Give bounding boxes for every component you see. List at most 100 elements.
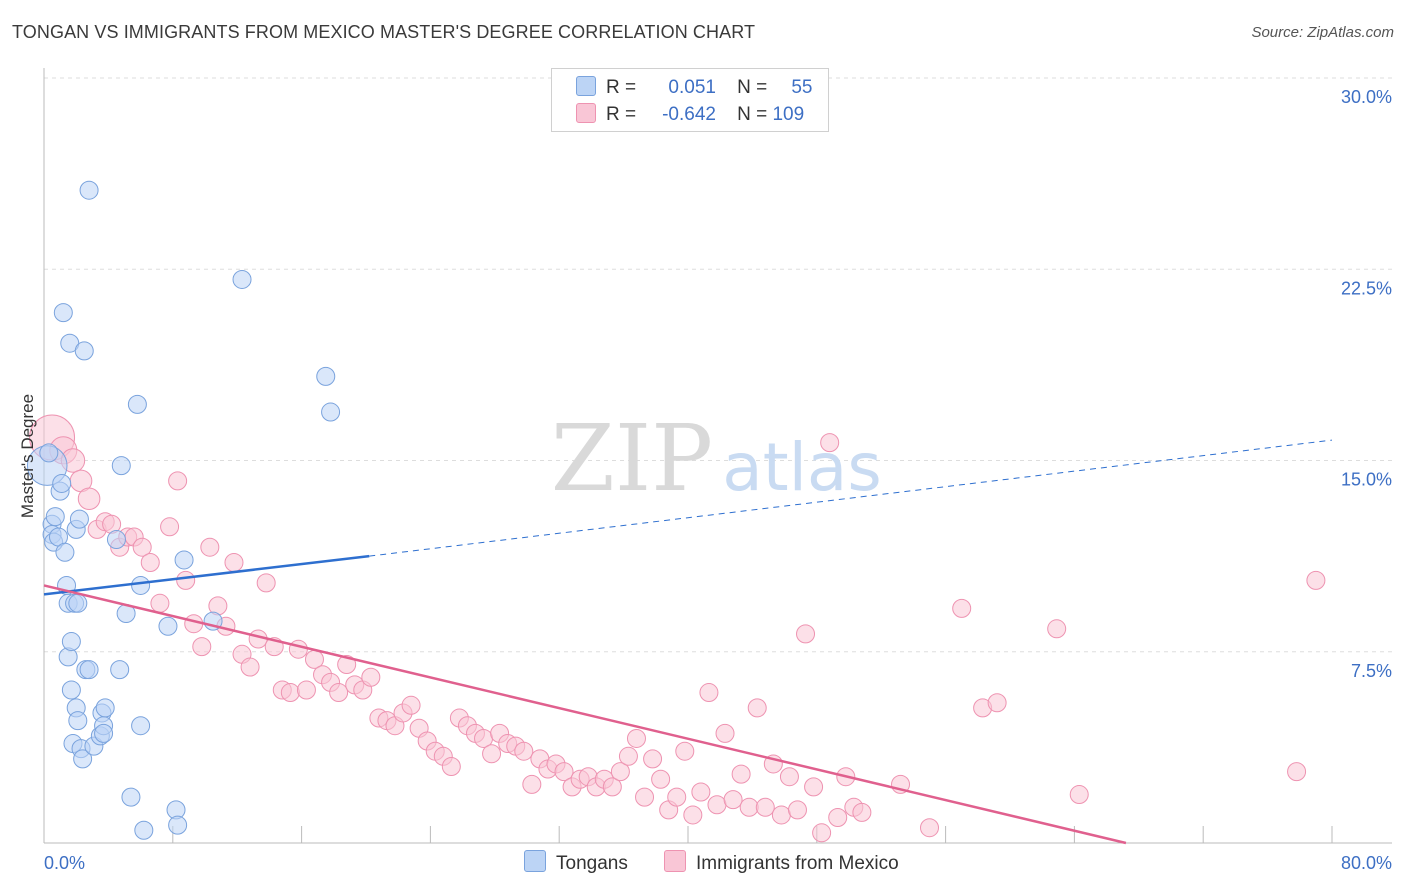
mexico-point [77,487,101,511]
mexico-point [296,680,316,700]
tongan-point [79,180,99,200]
legend-n-label: N = [737,77,768,98]
correlation-legend: R = 0.051 N = 55 R = -0.642 N = 109 [551,68,829,132]
mexico-point [482,744,502,764]
mexico-point [401,695,421,715]
mexico-point [140,553,160,572]
mexico-point [771,805,791,825]
tongan-point [131,575,151,595]
mexico-point [1047,619,1067,639]
mexico-point [635,787,655,807]
bottom-legend-swatch-blue [524,850,546,872]
watermark-zip: ZIP [551,405,713,512]
legend-r-label: R = [606,77,637,98]
bottom-legend-mexico: Immigrants from Mexico [664,850,899,875]
legend-swatch-blue [576,76,596,96]
mexico-point [779,767,799,787]
mexico-point [329,683,349,703]
mexico-point [952,598,972,618]
tick-labels: 0.0% 80.0% 7.5% 15.0% 22.5% 30.0% [44,87,1392,873]
legend-n-label: N = [737,104,768,125]
mexico-point [224,553,244,572]
axes [43,68,1392,844]
y-tick-label: 22.5% [1341,278,1392,298]
mexico-point [691,782,711,802]
mexico-point [160,517,180,537]
mexico-point [554,762,574,782]
tongan-point [106,530,126,550]
tongan-point [131,716,151,736]
bottom-legend-swatch-pink [664,850,686,872]
tongans-points [26,180,341,840]
tongan-point [134,820,154,840]
tongan-point [94,723,114,743]
tongan-point [39,443,59,463]
mexico-point [280,683,300,703]
mexico-point [1306,570,1326,590]
mexico-point [150,593,170,613]
trend-lines [43,439,1333,845]
mexico-point [852,802,872,822]
watermark-atlas: atlas [722,429,882,506]
mexico-point [441,757,461,776]
mexico-point [812,823,832,843]
bottom-legend-label: Tongans [556,853,628,874]
mexico-point [1069,785,1089,805]
mexico-point [256,573,276,593]
tongan-point [121,787,141,807]
legend-n-value: 109 [772,104,805,125]
tongan-point [232,269,252,289]
legend-swatch-pink [576,103,596,123]
mexico-point [132,537,152,557]
tongan-point [111,456,131,476]
tongan-point [53,303,73,323]
mexico-point [715,723,735,743]
mexico-point [787,800,807,820]
mexico-point [731,764,751,784]
y-tick-label: 30.0% [1341,87,1392,107]
mexico-point [288,639,308,659]
mexico-point [1287,762,1307,782]
legend-row-mexico: R = -0.642 N = 109 [576,103,812,125]
tongan-point [79,660,99,680]
mexico-point [699,683,719,703]
tongan-point [73,749,93,769]
bottom-legend-tongans: Tongans [524,850,628,875]
mexico-point [626,728,646,748]
mexico-point [602,777,622,797]
mexico-point [176,570,196,590]
mexico-point [200,537,220,557]
mexico-point [739,797,759,817]
mexico-point [337,655,357,674]
mexico-point [514,741,534,761]
tongan-point [58,647,78,667]
legend-r-value: -0.642 [662,104,716,125]
mexico-point [651,769,671,789]
mexico-point [820,433,840,453]
legend-r-label: R = [606,104,637,125]
mexico-point [755,797,775,817]
tongan-point [316,366,336,386]
mexico-point [618,746,638,766]
mexico-point [522,774,542,794]
tongan-point [68,711,88,731]
mexico-point [920,818,939,838]
grid-lines [44,77,1392,653]
mexico-point [747,698,767,718]
tongan-point [74,341,94,361]
mexico-point [168,471,188,491]
tongan-point [68,593,88,613]
mexico-point [361,667,381,687]
mexico-point [707,795,727,815]
y-tick-label: 7.5% [1351,661,1392,681]
mexico-point [804,777,824,797]
bottom-legend-label: Immigrants from Mexico [696,853,899,874]
tongan-point [168,815,188,835]
mexico-point [675,741,695,761]
y-tick-label: 15.0% [1341,470,1392,490]
tongan-point [61,632,81,652]
mexico-point [667,787,687,807]
chart-title: TONGAN VS IMMIGRANTS FROM MEXICO MASTER'… [12,22,756,42]
tongan-point [321,402,341,422]
